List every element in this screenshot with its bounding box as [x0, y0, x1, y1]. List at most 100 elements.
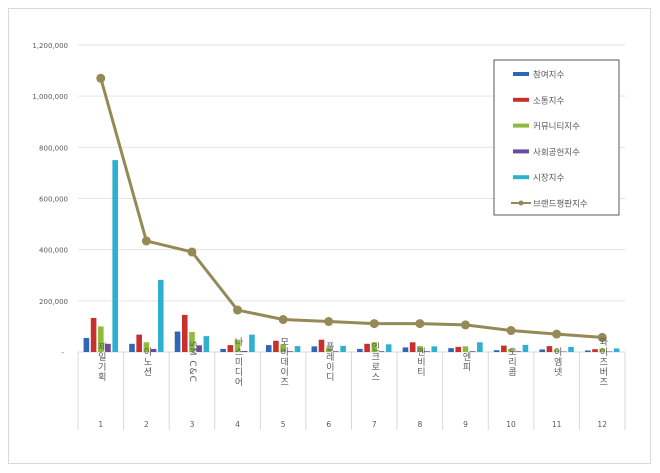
bar-커뮤니티지수: [371, 342, 378, 352]
bar-시장지수: [431, 346, 438, 352]
category-label: 플레이디: [324, 342, 334, 382]
category-label: 나스미디어: [233, 337, 243, 387]
bar-소통지수: [136, 334, 142, 352]
line-point: [552, 329, 562, 339]
line-point: [460, 320, 470, 330]
category-rank: 8: [417, 420, 422, 429]
legend-swatch: [513, 175, 529, 180]
bar-사회공헌지수: [333, 351, 339, 352]
legend-label: 브랜드평판지수: [533, 199, 588, 210]
bar-사회공헌지수: [424, 351, 430, 352]
category-rank: 10: [506, 420, 516, 429]
bar-참여지수: [311, 346, 318, 352]
bar-사회공헌지수: [378, 351, 385, 352]
bar-커뮤니티지수: [417, 346, 423, 352]
y-tick-label: 1,000,000: [32, 93, 68, 101]
category-label: 이노션: [141, 347, 151, 377]
bar-커뮤니티지수: [280, 344, 286, 352]
bar-소통지수: [227, 345, 234, 352]
line-point: [141, 236, 151, 246]
bar-커뮤니티지수: [553, 349, 560, 352]
category-label: 이엠넷: [552, 347, 562, 377]
bar-참여지수: [220, 348, 226, 352]
bar-시장지수: [477, 342, 483, 352]
bar-시장지수: [157, 279, 164, 352]
category-rank: 6: [326, 420, 331, 429]
bar-참여지수: [402, 347, 409, 352]
bar-커뮤니티지수: [325, 347, 332, 352]
category-rank: 11: [552, 420, 562, 429]
line-point: [597, 332, 607, 342]
legend-swatch: [513, 149, 529, 154]
legend-swatch-marker: [518, 200, 524, 206]
bar-참여지수: [585, 350, 591, 352]
chart-frame: [8, 8, 651, 464]
bar-사회공헌지수: [150, 348, 157, 352]
bar-소통지수: [592, 349, 598, 352]
category-label: 모비데이즈: [278, 337, 288, 387]
bar-시장지수: [568, 346, 574, 352]
legend-label: 사회공헌지수: [533, 148, 580, 158]
y-tick-label: 1,200,000: [32, 42, 68, 50]
bar-사회공헌지수: [196, 345, 202, 352]
bar-시장지수: [294, 346, 301, 352]
bar-소통지수: [273, 340, 279, 352]
y-tick-label: 400,000: [39, 247, 68, 255]
legend-label: 참여지수: [533, 70, 564, 81]
category-label: 와이즈버즈: [597, 336, 607, 387]
category-label: 인크로스: [369, 342, 379, 382]
category-rank: 3: [190, 420, 195, 429]
line-point: [369, 319, 379, 329]
bar-소통지수: [181, 314, 188, 352]
y-tick-label: -: [61, 349, 64, 357]
bar-참여지수: [265, 345, 272, 352]
bar-사회공헌지수: [561, 351, 567, 352]
bar-커뮤니티지수: [599, 348, 606, 352]
bar-사회공헌지수: [606, 351, 613, 352]
bar-사회공헌지수: [515, 351, 522, 352]
bar-시장지수: [522, 344, 529, 352]
legend-swatch: [513, 123, 529, 128]
category-rank: 5: [281, 420, 286, 429]
bar-커뮤니티지수: [462, 346, 469, 352]
y-tick-label: 800,000: [39, 144, 68, 152]
bar-소통지수: [318, 339, 325, 352]
bar-소통지수: [501, 345, 507, 352]
bar-사회공헌지수: [287, 351, 294, 352]
category-rank: 7: [372, 420, 377, 429]
line-point: [278, 315, 288, 325]
category-rank: 1: [98, 420, 103, 429]
bar-참여지수: [448, 348, 454, 352]
bar-커뮤니티지수: [189, 332, 195, 352]
legend-box: [493, 59, 620, 216]
category-label: 엔비티: [415, 347, 425, 377]
category-label: 제일기획: [96, 342, 106, 382]
category-rank: 12: [597, 420, 607, 429]
bar-참여지수: [174, 331, 181, 352]
bar-소통지수: [546, 346, 553, 352]
bar-커뮤니티지수: [97, 326, 104, 352]
legend-swatch: [513, 97, 529, 102]
bar-참여지수: [493, 350, 500, 352]
line-point: [187, 247, 197, 257]
bar-시장지수: [203, 336, 210, 352]
category-rank: 9: [463, 420, 468, 429]
line-point: [506, 326, 516, 336]
bar-참여지수: [539, 349, 546, 352]
bar-시장지수: [385, 344, 392, 352]
bar-시장지수: [112, 160, 118, 352]
legend-label: 소통지수: [533, 96, 564, 106]
category-label: 엔피: [460, 352, 470, 372]
line-point: [96, 73, 106, 83]
legend-label: 시장지수: [533, 173, 564, 184]
bar-커뮤니티지수: [508, 348, 514, 352]
bar-커뮤니티지수: [143, 342, 150, 352]
bar-소통지수: [409, 342, 416, 352]
y-tick-label: 200,000: [39, 298, 68, 306]
bar-소통지수: [455, 346, 462, 352]
line-브랜드평판지수: [99, 77, 603, 339]
bar-소통지수: [90, 317, 97, 352]
line-point: [415, 319, 425, 329]
